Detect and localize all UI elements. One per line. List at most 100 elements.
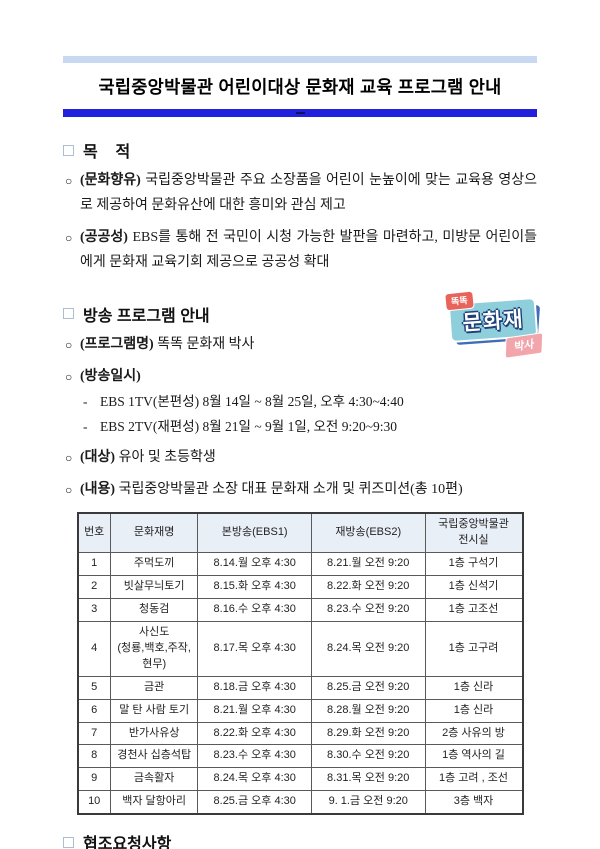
cell-broadcast1: 8.22.화 오후 4:30 — [197, 721, 312, 746]
section-cooperation: 협조요청사항 초등학교, 유치원, 어린이집 대상 공문발송 (링크) http… — [63, 830, 537, 849]
purpose-item-culture: ○ (문화향유) 국립중앙박물관 주요 소장품을 어린이 눈높이에 맞는 교육용… — [63, 169, 537, 219]
cell-artifact: 사신도 (청룡,백호,주작,현무) — [109, 620, 199, 677]
content-label: (내용) — [80, 482, 116, 498]
cell-room: 2층 사유의 방 — [424, 721, 523, 746]
cell-room: 1층 신석기 — [424, 574, 523, 599]
cell-artifact: 금속활자 — [109, 767, 199, 792]
cell-room: 1층 고조선 — [424, 597, 523, 622]
cell-broadcast1: 8.16.수 오후 4:30 — [197, 597, 312, 622]
purpose-item-text: 국립중앙박물관 주요 소장품을 어린이 눈높이에 맞는 교육용 영상으로 제공하… — [80, 173, 537, 213]
cell-number: 2 — [77, 574, 111, 599]
cell-artifact: 반가사유상 — [109, 721, 199, 746]
cell-broadcast2: 8.29.화 오전 9:20 — [310, 721, 426, 746]
table-row: 10 백자 달항아리 8.25.금 오후 4:30 9. 1.금 오전 9:20 3층 … — [77, 790, 523, 815]
cell-number: 5 — [77, 675, 111, 700]
circle-bullet-icon: ○ — [65, 483, 73, 498]
circle-bullet-icon: ○ — [65, 337, 73, 352]
page-title: 국립중앙박물관 어린이대상 문화재 교육 프로그램 안내 — [98, 77, 502, 97]
purpose-heading: 목 적 — [63, 138, 537, 162]
broadcast-target: ○ (대상) 유아 및 초등학생 — [63, 446, 537, 471]
program-label: (프로그램명) — [80, 336, 154, 352]
cooperation-heading: 협조요청사항 — [63, 830, 537, 849]
table-header-row: 번호 문화재명 본방송(EBS1) 재방송(EBS2) 국립중앙박물관 전시실 — [77, 512, 523, 554]
table-row: 1 주먹도끼 8.14.월 오후 4:30 8.21.월 오전 9:20 1층 구석기 — [77, 552, 523, 576]
cell-broadcast2: 8.23.수 오전 9:20 — [310, 597, 426, 622]
col-header-broadcast2: 재방송(EBS2) — [310, 512, 426, 554]
cell-room: 1층 신라 — [424, 675, 523, 700]
purpose-item-label: (공공성) — [80, 229, 128, 245]
cell-broadcast1: 8.18.금 오후 4:30 — [197, 675, 312, 700]
cell-artifact: 백자 달항아리 — [109, 790, 199, 815]
cell-broadcast1: 8.21.월 오후 4:30 — [197, 698, 312, 723]
logo-ribbon-text: 박사 — [504, 331, 544, 359]
heading-box-icon — [63, 144, 74, 156]
broadcast-schedule: ○ (방송일시) — [63, 365, 537, 390]
col-header-broadcast1: 본방송(EBS1) — [197, 512, 312, 554]
schedule-item-ebs2: - EBS 2TV(재편성) 8월 21일 ~ 9월 1일, 오전 9:20~9… — [63, 416, 537, 439]
purpose-item-public: ○ (공공성) EBS를 통해 전 국민이 시청 가능한 발판을 마련하고, 미… — [63, 226, 537, 276]
program-logo: 문화재 똑똑 박사 — [444, 290, 549, 359]
cell-artifact: 말 탄 사람 토기 — [109, 698, 199, 723]
broadcast-heading-label: 방송 프로그램 안내 — [83, 307, 210, 325]
broadcast-schedule-table: 번호 문화재명 본방송(EBS1) 재방송(EBS2) 국립중앙박물관 전시실 … — [76, 512, 524, 816]
title-banner: 국립중앙박물관 어린이대상 문화재 교육 프로그램 안내 — [63, 56, 537, 117]
cell-number: 1 — [77, 552, 111, 576]
cell-artifact: 빗살무늬토기 — [109, 574, 199, 599]
cell-room: 1층 고려 , 조선 — [424, 767, 523, 792]
cell-broadcast2: 8.22.화 오전 9:20 — [310, 574, 426, 599]
program-name: 똑똑 문화재 박사 — [157, 336, 255, 352]
table-row: 4 사신도 (청룡,백호,주작,현무) 8.17.목 오후 4:30 8.24.목 오… — [77, 620, 523, 677]
cell-artifact: 경천사 십층석탑 — [109, 744, 199, 769]
cell-broadcast1: 8.14.월 오후 4:30 — [197, 552, 312, 576]
col-header-room: 국립중앙박물관 전시실 — [424, 512, 523, 554]
banner-top-bar — [63, 56, 537, 63]
cell-broadcast2: 8.28.월 오전 9:20 — [310, 698, 426, 723]
cell-number: 8 — [77, 744, 111, 769]
banner-bottom-bar — [63, 109, 537, 117]
cell-broadcast2: 8.31.목 오전 9:20 — [310, 767, 426, 792]
schedule-item-text: EBS 2TV(재편성) 8월 21일 ~ 9월 1일, 오전 9:20~9:3… — [100, 419, 398, 435]
purpose-heading-label: 목 적 — [83, 144, 131, 161]
dash-bullet-icon: - — [83, 394, 88, 410]
table-row: 5 금관 8.18.금 오후 4:30 8.25.금 오전 9:20 1층 신라 — [77, 675, 523, 700]
cell-number: 6 — [77, 698, 111, 723]
broadcast-heading: 방송 프로그램 안내 — [63, 302, 537, 326]
circle-bullet-icon: ○ — [65, 230, 73, 245]
schedule-item-ebs1: - EBS 1TV(본편성) 8월 14일 ~ 8월 25일, 오후 4:30~… — [63, 391, 537, 414]
table-row: 9 금속활자 8.24.목 오후 4:30 8.31.목 오전 9:20 1층 고려 ,… — [77, 767, 523, 792]
circle-bullet-icon: ○ — [65, 174, 73, 188]
cell-room: 1층 구석기 — [424, 552, 523, 576]
cell-broadcast1: 8.25.금 오후 4:30 — [197, 790, 312, 815]
col-header-number: 번호 — [77, 512, 111, 554]
cell-room: 1층 역사의 길 — [424, 744, 523, 769]
cell-artifact: 주먹도끼 — [109, 552, 199, 576]
cell-broadcast1: 8.15.화 오후 4:30 — [197, 574, 312, 599]
section-purpose: 목 적 ○ (문화향유) 국립중앙박물관 주요 소장품을 어린이 눈높이에 맞는… — [63, 138, 537, 276]
table-row: 7 반가사유상 8.22.화 오후 4:30 8.29.화 오전 9:20 2층 사유의… — [77, 721, 523, 746]
logo-badge-text: 똑똑 — [444, 290, 475, 312]
cell-broadcast2: 9. 1.금 오전 9:20 — [310, 790, 426, 815]
cell-room: 3층 백자 — [424, 790, 523, 815]
schedule-label: (방송일시) — [80, 368, 141, 384]
cell-number: 4 — [77, 620, 111, 677]
cell-number: 3 — [77, 597, 111, 622]
cell-broadcast1: 8.24.목 오후 4:30 — [197, 767, 312, 792]
cell-number: 9 — [77, 767, 111, 792]
circle-bullet-icon: ○ — [65, 451, 73, 466]
target-label: (대상) — [80, 450, 116, 466]
cell-broadcast2: 8.30.수 오전 9:20 — [310, 744, 426, 769]
cooperation-heading-label: 협조요청사항 — [83, 836, 172, 849]
broadcast-content: ○ (내용) 국립중앙박물관 소장 대표 문화재 소개 및 퀴즈미션(총 10편… — [63, 478, 537, 503]
table-row: 2 빗살무늬토기 8.15.화 오후 4:30 8.22.화 오전 9:20 1층 신석… — [77, 574, 523, 599]
section-broadcast: 문화재 똑똑 박사 방송 프로그램 안내 ○ (프로그램명) 똑똑 문화재 박사… — [63, 290, 544, 504]
table-row: 3 청동검 8.16.수 오후 4:30 8.23.수 오전 9:20 1층 고조선 — [77, 597, 523, 622]
heading-box-icon — [63, 308, 74, 320]
cell-broadcast2: 8.21.월 오전 9:20 — [310, 552, 426, 576]
target-text: 유아 및 초등학생 — [118, 450, 216, 466]
circle-bullet-icon: ○ — [65, 369, 73, 384]
cell-artifact: 청동검 — [109, 597, 199, 622]
cell-broadcast1: 8.17.목 오후 4:30 — [197, 620, 312, 677]
cell-number: 7 — [77, 721, 111, 746]
